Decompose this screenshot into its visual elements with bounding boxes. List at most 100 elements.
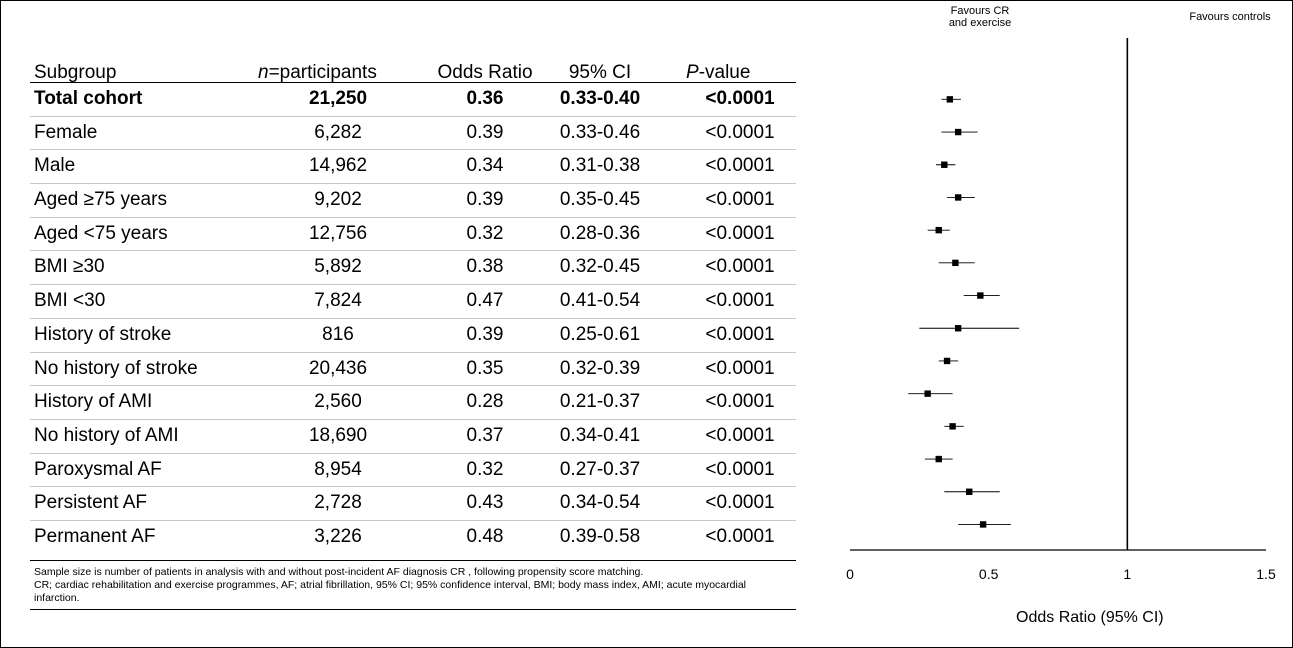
cell-odds-ratio: 0.28 [466, 391, 504, 413]
estimate-marker [941, 161, 948, 168]
favours-controls-label: Favours controls [1189, 11, 1271, 23]
cell-odds-ratio: 0.37 [466, 424, 504, 446]
cell-participants: 20,436 [308, 357, 368, 379]
header-p-rest: -value [698, 62, 751, 83]
x-tick-label: 0.5 [979, 566, 999, 582]
cell-p-value: <0.0001 [705, 155, 775, 177]
cell-subgroup: History of AMI [34, 391, 153, 413]
cell-odds-ratio: 0.38 [466, 256, 504, 278]
cell-participants: 12,756 [308, 222, 368, 244]
cell-p-value: <0.0001 [705, 189, 775, 211]
header-participants-rest: =participants [268, 62, 377, 83]
table-notes: Sample size is number of patients in ana… [30, 560, 796, 610]
cell-ci: 0.27-0.37 [559, 458, 641, 480]
cell-participants: 2,560 [314, 391, 362, 413]
cell-subgroup: No history of AMI [34, 424, 179, 446]
cell-ci: 0.33-0.46 [559, 121, 641, 143]
estimate-marker [979, 521, 987, 528]
cell-p-value: <0.0001 [705, 121, 775, 143]
cell-ci: 0.28-0.36 [559, 222, 641, 244]
cell-p-value: <0.0001 [705, 222, 775, 244]
table-row: Aged ≥75 years 9,202 0.39 0.35-0.45 <0.0001 [30, 183, 796, 217]
estimate-marker [952, 259, 959, 267]
table-row: BMI <30 7,824 0.47 0.41-0.54 <0.0001 [30, 284, 796, 318]
table-row: No history of stroke 20,436 0.35 0.32-0.39 <… [30, 351, 796, 386]
header-participants: n=participants [258, 61, 418, 85]
table-row: Permanent AF 3,226 0.48 0.39-0.58 <0.0001 [30, 519, 796, 554]
table-row: Persistent AF 2,728 0.43 0.34-0.54 <0.0001 [30, 486, 796, 520]
cell-odds-ratio: 0.36 [466, 88, 504, 109]
cell-p-value: <0.0001 [705, 391, 775, 413]
cell-odds-ratio: 0.34 [466, 155, 504, 177]
cell-odds-ratio: 0.32 [466, 458, 504, 480]
cell-ci: 0.39-0.58 [559, 525, 641, 547]
cell-p-value: <0.0001 [705, 424, 775, 446]
subgroup-table: Subgroup n=participants Odds Ratio 95% C… [30, 58, 796, 554]
cell-p-value: <0.0001 [705, 525, 775, 547]
table-body: Total cohort 21,250 0.36 0.33-0.40 <0.0001 Fe… [30, 83, 796, 554]
cell-subgroup: Aged ≥75 years [34, 189, 167, 211]
cell-participants: 6,282 [314, 121, 362, 143]
cell-subgroup: History of stroke [34, 323, 172, 345]
cell-participants: 5,892 [314, 256, 362, 278]
estimate-marker [946, 96, 954, 103]
cell-ci: 0.34-0.54 [559, 492, 641, 514]
cell-subgroup: Female [34, 121, 98, 143]
table-row: History of stroke 816 0.39 0.25-0.61 <0.0001 [30, 317, 796, 352]
cell-ci: 0.32-0.45 [559, 256, 641, 278]
cell-ci: 0.31-0.38 [559, 155, 641, 177]
cell-odds-ratio: 0.47 [466, 290, 504, 312]
estimate-marker [943, 357, 951, 365]
cell-odds-ratio: 0.35 [466, 357, 504, 379]
header-p-italic: P [686, 62, 699, 83]
cell-p-value: <0.0001 [705, 88, 775, 109]
cell-subgroup: No history of stroke [34, 357, 198, 379]
estimate-marker [966, 488, 973, 495]
cell-ci: 0.32-0.39 [559, 357, 641, 379]
cell-p-value: <0.0001 [705, 290, 775, 312]
cell-participants: 3,226 [314, 525, 362, 547]
estimate-marker [935, 226, 942, 234]
cell-ci: 0.21-0.37 [559, 391, 641, 413]
cell-p-value: <0.0001 [705, 357, 775, 379]
cell-odds-ratio: 0.48 [466, 525, 504, 547]
cell-p-value: <0.0001 [705, 458, 775, 480]
cell-subgroup: Persistent AF [34, 492, 147, 514]
estimate-marker [977, 292, 984, 299]
table-row: Paroxysmal AF 8,954 0.32 0.27-0.37 <0.0001 [30, 452, 796, 487]
cell-subgroup: Total cohort [34, 88, 143, 109]
estimate-marker [954, 194, 962, 201]
cell-p-value: <0.0001 [705, 492, 775, 514]
table-header-row: Subgroup n=participants Odds Ratio 95% C… [30, 58, 796, 83]
cell-participants: 2,728 [314, 492, 362, 514]
table-row: No history of AMI 18,690 0.37 0.34-0.41 <0.0… [30, 418, 796, 453]
cell-subgroup: BMI <30 [34, 290, 106, 312]
cell-participants: 21,250 [308, 88, 368, 109]
cell-participants: 8,954 [314, 458, 362, 480]
header-participants-n: n [258, 62, 269, 83]
header-odds-ratio: Odds Ratio [437, 62, 533, 83]
note-sample-size: Sample size is number of patients in ana… [34, 566, 644, 578]
cell-subgroup: BMI ≥30 [34, 256, 105, 278]
x-tick-label: 1 [1123, 566, 1131, 582]
cell-subgroup: Permanent AF [34, 525, 156, 547]
x-tick-label: 1.5 [1256, 566, 1276, 582]
table-row: History of AMI 2,560 0.28 0.21-0.37 <0.0001 [30, 385, 796, 419]
note-abbreviations: CR; cardiac rehabilitation and exercise … [34, 579, 746, 604]
cell-participants: 816 [322, 323, 354, 345]
cell-ci: 0.41-0.54 [559, 290, 641, 312]
cell-ci: 0.33-0.40 [559, 88, 641, 109]
x-tick-label: 0 [846, 566, 854, 582]
estimate-marker [954, 128, 962, 136]
cell-odds-ratio: 0.39 [466, 121, 504, 143]
table-row: Aged <75 years 12,756 0.32 0.28-0.36 <0.0001 [30, 216, 796, 251]
x-axis-title: Odds Ratio (95% CI) [1016, 609, 1164, 626]
cell-ci: 0.25-0.61 [559, 323, 641, 345]
header-p-value: P-value [686, 61, 806, 85]
table-row: Male 14,962 0.34 0.31-0.38 <0.0001 [30, 149, 796, 183]
estimate-marker [954, 325, 962, 332]
cell-participants: 14,962 [308, 155, 368, 177]
cell-p-value: <0.0001 [705, 256, 775, 278]
cell-ci: 0.35-0.45 [559, 189, 641, 211]
